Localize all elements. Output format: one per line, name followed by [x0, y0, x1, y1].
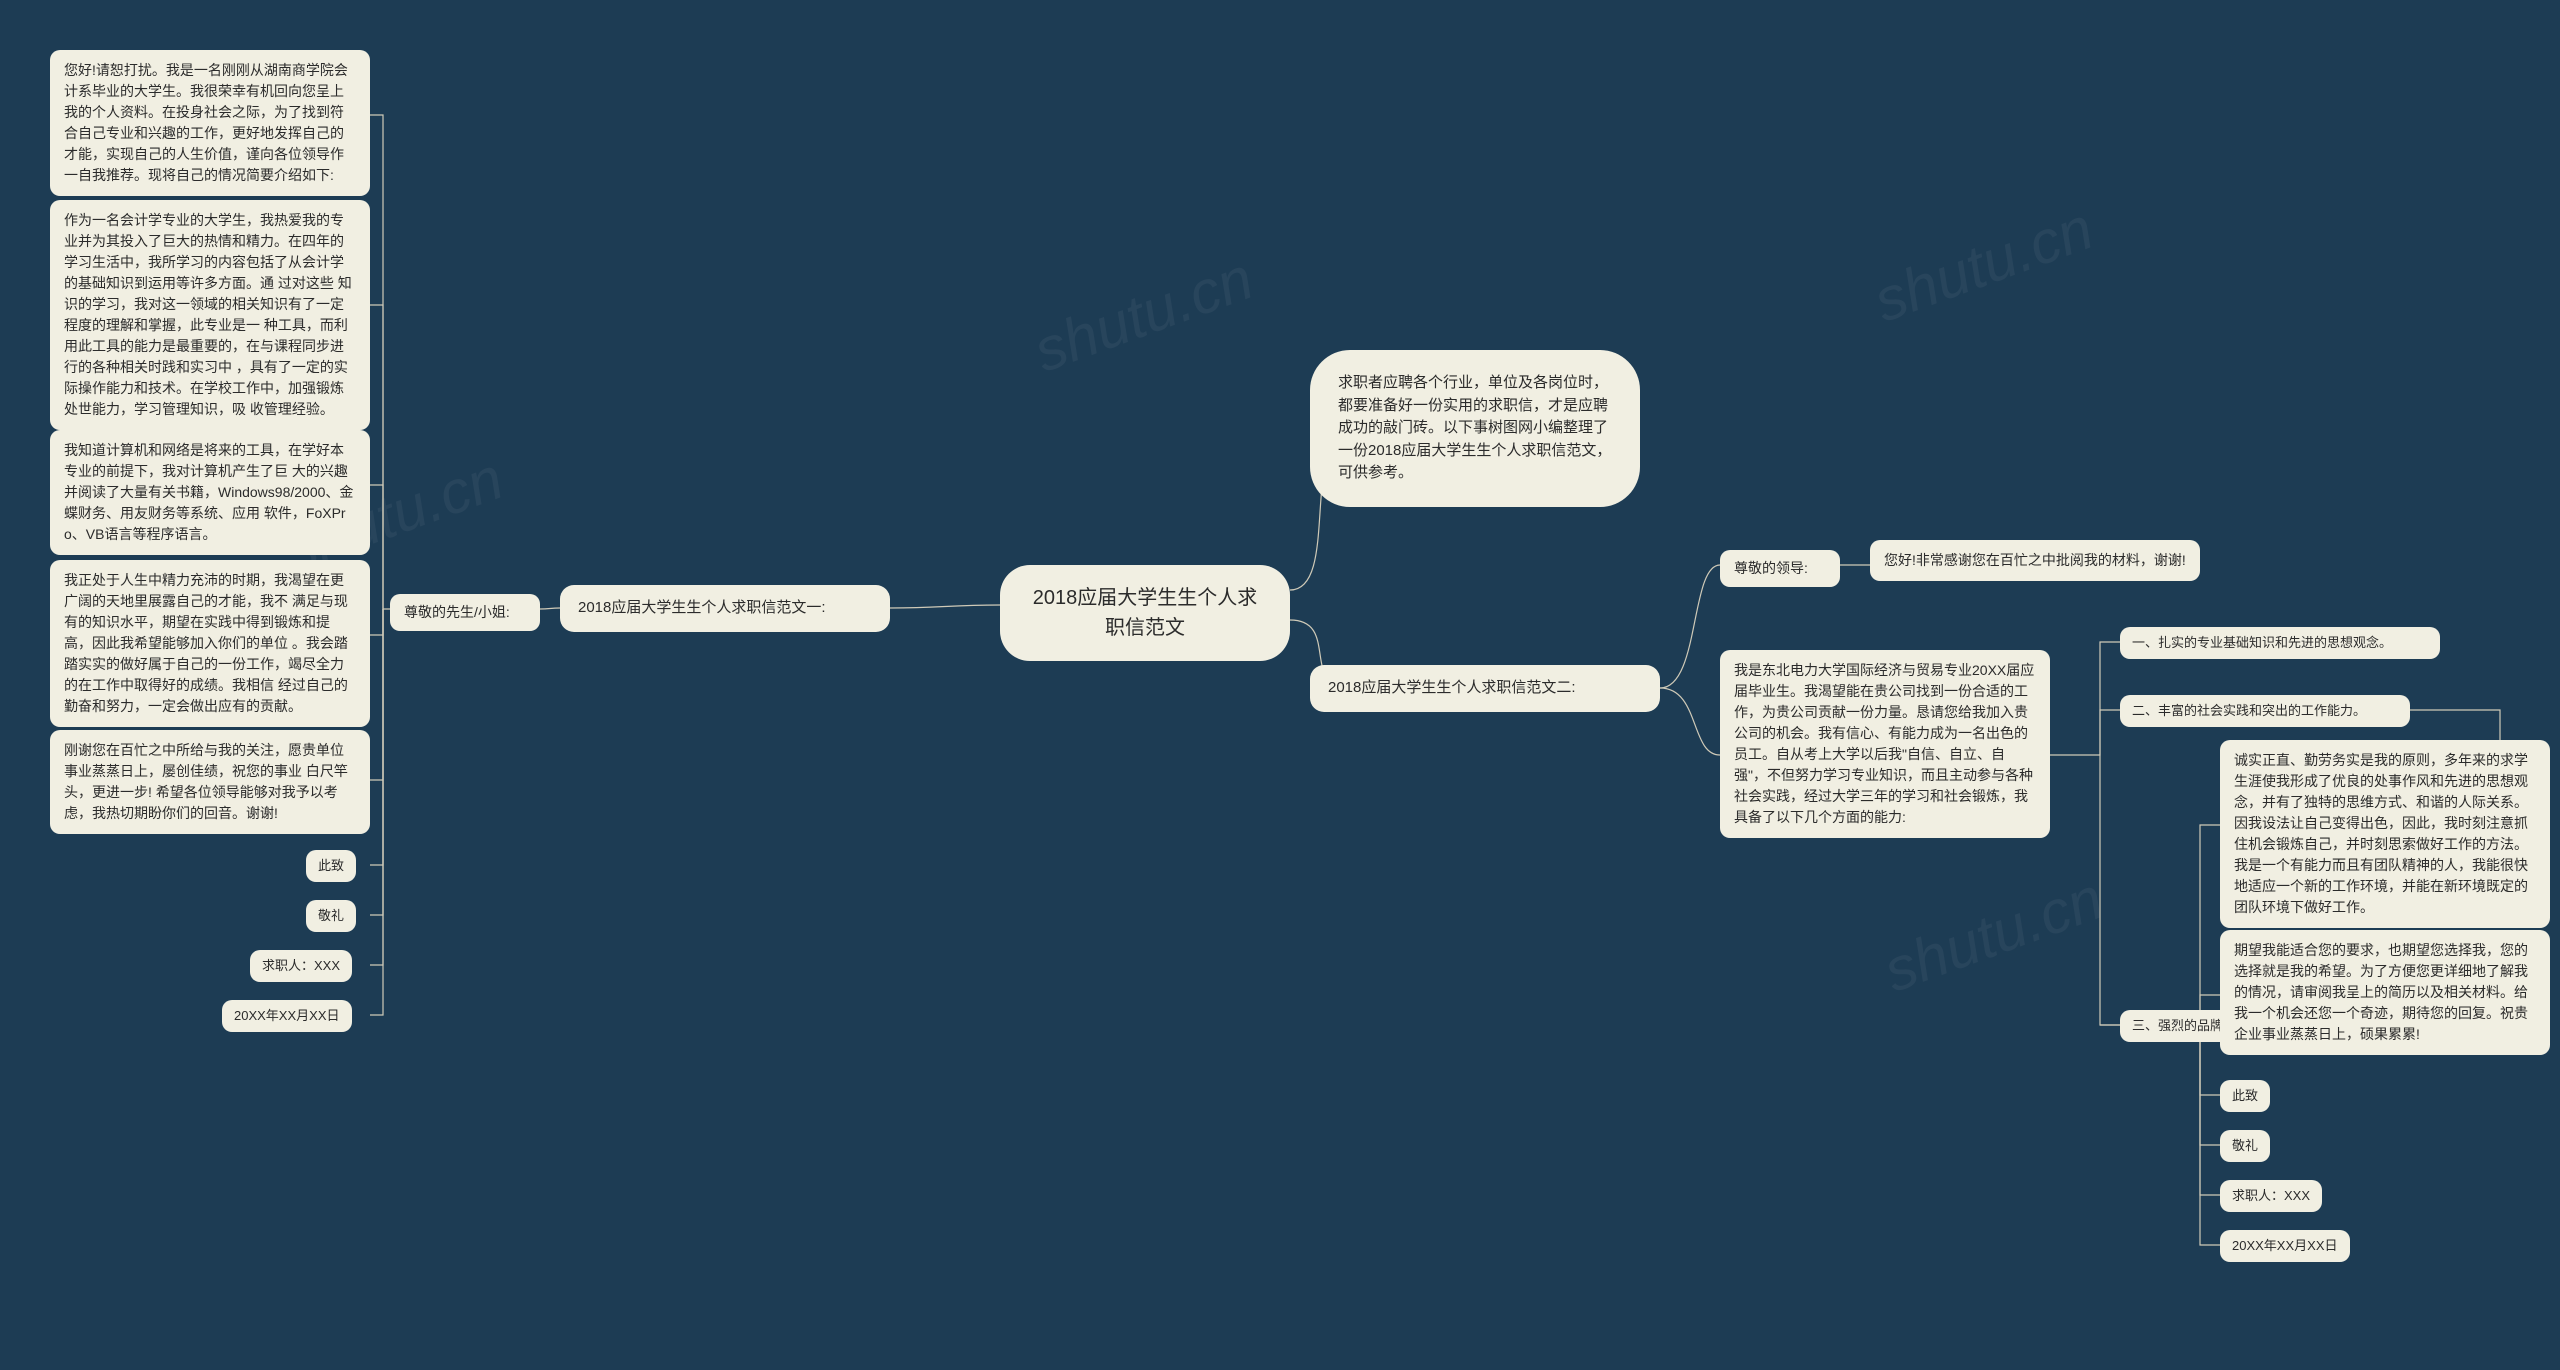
intro-node: 求职者应聘各个行业，单位及各岗位时，都要准备好一份实用的求职信，才是应聘成功的敲… [1310, 350, 1640, 507]
root-node[interactable]: 2018应届大学生生个人求职信范文 [1000, 565, 1290, 661]
branch-one[interactable]: 2018应届大学生生个人求职信范文一: [560, 585, 890, 632]
connector-layer [0, 0, 2560, 1370]
b1-closing-2: 求职人：XXX [250, 950, 352, 982]
b1-closing-3: 20XX年XX月XX日 [222, 1000, 352, 1032]
branch-two-intro-para: 我是东北电力大学国际经济与贸易专业20XX届应届毕业生。我渴望能在贵公司找到一份… [1720, 650, 2050, 838]
b1-paragraph-1: 作为一名会计学专业的大学生，我热爱我的专业并为其投入了巨大的热情和精力。在四年的… [50, 200, 370, 430]
b2-closing-1: 敬礼 [2220, 1130, 2270, 1162]
watermark: shutu.cn [1875, 863, 2112, 1005]
b2-point-0: 一、扎实的专业基础知识和先进的思想观念。 [2120, 627, 2440, 659]
b1-paragraph-2: 我知道计算机和网络是将来的工具，在学好本专业的前提下，我对计算机产生了巨 大的兴… [50, 430, 370, 555]
branch-two-salutation: 尊敬的领导: [1720, 550, 1840, 587]
b2-point-1: 二、丰富的社会实践和突出的工作能力。 [2120, 695, 2410, 727]
b2-closing-0: 此致 [2220, 1080, 2270, 1112]
b2-closing-3: 20XX年XX月XX日 [2220, 1230, 2350, 1262]
b1-paragraph-0: 您好!请恕打扰。我是一名刚刚从湖南商学院会计系毕业的大学生。我很荣幸有机回向您呈… [50, 50, 370, 196]
branch-two-greeting: 您好!非常感谢您在百忙之中批阅我的材料，谢谢! [1870, 540, 2200, 581]
b1-paragraph-3: 我正处于人生中精力充沛的时期，我渴望在更广阔的天地里展露自己的才能，我不 满足与… [50, 560, 370, 727]
branch-one-salutation: 尊敬的先生/小姐: [390, 594, 540, 631]
b2-closing-2: 求职人：XXX [2220, 1180, 2322, 1212]
b2-detail-1: 期望我能适合您的要求，也期望您选择我，您的选择就是我的希望。为了方便您更详细地了… [2220, 930, 2550, 1055]
branch-two[interactable]: 2018应届大学生生个人求职信范文二: [1310, 665, 1660, 712]
b1-closing-1: 敬礼 [306, 900, 356, 932]
b2-detail-0: 诚实正直、勤劳务实是我的原则，多年来的求学生涯使我形成了优良的处事作风和先进的思… [2220, 740, 2550, 928]
b1-closing-0: 此致 [306, 850, 356, 882]
watermark: shutu.cn [1025, 243, 1262, 385]
b1-paragraph-4: 刚谢您在百忙之中所给与我的关注，愿贵单位事业蒸蒸日上，屡创佳绩，祝您的事业 白尺… [50, 730, 370, 834]
watermark: shutu.cn [1865, 193, 2102, 335]
